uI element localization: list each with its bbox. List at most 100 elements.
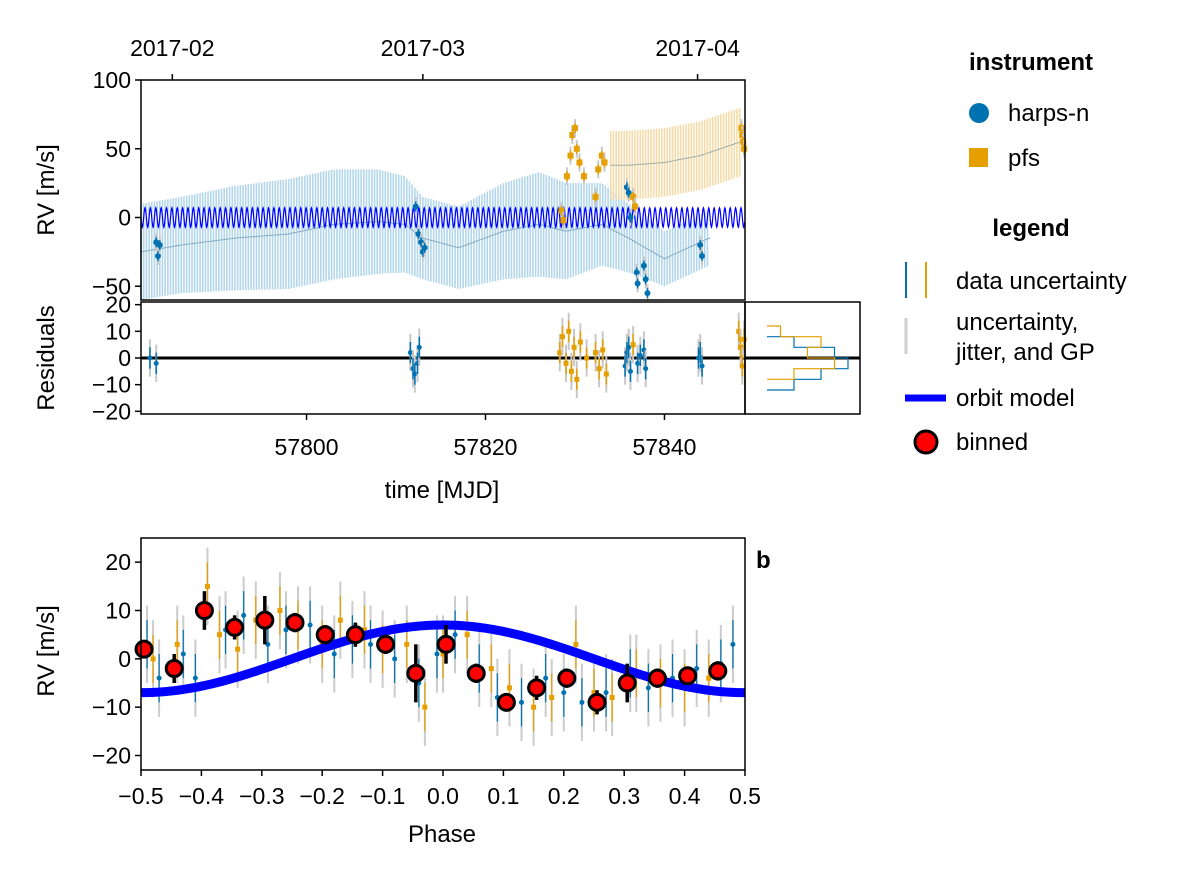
pfs-phase-point <box>440 651 446 657</box>
y-tick-label: 10 <box>105 598 131 624</box>
harps-n-point <box>627 214 634 221</box>
pfs-residual <box>593 350 599 356</box>
harps-n-marker-icon <box>969 103 989 123</box>
legend-data-uncertainty: data uncertainty <box>956 268 1127 295</box>
harps-n-residual <box>407 350 413 356</box>
binned-point <box>496 692 516 712</box>
ylabel-residuals: Residuals <box>33 305 60 410</box>
harps-n-phase-point <box>543 675 549 681</box>
pfs-point <box>567 152 574 159</box>
pfs-point <box>573 145 580 152</box>
orbit-model-curve <box>140 620 746 698</box>
harps-n-phase-point <box>307 622 313 628</box>
ylabel-rv-phase: RV [m/s] <box>33 605 60 697</box>
harps-n-phase-point <box>192 675 198 681</box>
pfs-point <box>558 207 565 214</box>
pfs-point <box>563 173 570 180</box>
gp-mean-line <box>707 237 711 240</box>
pfs-point <box>560 217 567 224</box>
xlabel-phase: Phase <box>408 821 476 848</box>
harps-n-residual <box>627 368 633 374</box>
legend-binned: binned <box>956 429 1028 456</box>
pfs-residual <box>571 344 577 350</box>
pfs-residual <box>577 339 583 345</box>
pfs-phase-point <box>488 666 494 671</box>
pfs-point <box>580 173 587 180</box>
pfs-residual <box>557 350 563 356</box>
pfs-phase-point <box>217 632 223 638</box>
harps-n-phase-point <box>645 685 651 691</box>
x-tick-label: 0.1 <box>487 783 519 809</box>
pfs-residual <box>568 368 574 374</box>
x-tick-label: 0.0 <box>427 783 459 809</box>
harps-n-phase-point <box>603 690 609 696</box>
binned-marker-icon <box>913 429 939 455</box>
binned-point <box>527 678 547 698</box>
binned-point <box>285 613 305 633</box>
y-tick-label: 0 <box>118 205 131 231</box>
binned-point <box>587 692 607 712</box>
harps-n-point <box>156 242 163 248</box>
harps-n-phase-point <box>561 690 567 696</box>
harps-n-residual <box>635 360 641 366</box>
harps-n-phase-point <box>519 699 525 705</box>
harps-n-phase-point <box>368 641 374 647</box>
residuals-histogram-panel <box>744 301 861 415</box>
binned-point <box>376 634 396 654</box>
harps-n-residual <box>637 352 643 358</box>
pfs-point <box>569 132 576 138</box>
harps-n-phase-point <box>265 641 271 647</box>
timeseries-panel: −50 0 50 100 2017-02 2017-03 2017-04 <box>92 35 748 303</box>
harps-n-phase-point <box>156 675 162 681</box>
legend-uncertainty-line1: uncertainty, <box>956 309 1078 336</box>
harps-n-residual <box>699 363 705 369</box>
x-tick-label: 0.5 <box>729 783 761 809</box>
harps-n-point <box>699 253 706 259</box>
pfs-phase-point <box>464 632 470 638</box>
x-tick-label: 0.3 <box>608 783 640 809</box>
pfs-point <box>631 203 638 210</box>
top-date-label: 2017-03 <box>381 35 465 61</box>
planet-label: b <box>756 547 771 574</box>
pfs-point <box>601 159 608 166</box>
y-tick-label: −50 <box>92 273 131 299</box>
binned-point <box>466 663 486 683</box>
pfs-residual <box>600 347 606 353</box>
harps-n-residual <box>147 355 153 361</box>
pfs-residual <box>739 363 745 369</box>
binned-point <box>194 601 214 620</box>
pfs-phase-point <box>150 656 156 662</box>
pfs-phase-point <box>404 641 410 647</box>
legend-instrument-title: instrument <box>969 49 1093 76</box>
pfs-residual <box>566 328 572 334</box>
y-tick-label: −20 <box>92 743 131 769</box>
legend-orbit-model: orbit model <box>956 385 1075 412</box>
harps-n-point <box>421 244 428 251</box>
pfs-point <box>595 166 602 173</box>
histogram-frame <box>744 301 861 415</box>
y-tick-label: 10 <box>105 318 131 344</box>
pfs-phase-point <box>549 695 555 700</box>
harps-n-point <box>633 269 640 276</box>
y-tick-label: 0 <box>118 646 131 672</box>
harps-n-residual <box>643 366 649 372</box>
pfs-residual <box>736 328 742 334</box>
x-tick-label: −0.5 <box>118 783 163 809</box>
pfs-residual <box>584 355 590 361</box>
x-tick-label: −0.3 <box>239 783 284 809</box>
binned-point <box>164 659 184 678</box>
x-tick-label: −0.1 <box>360 783 405 809</box>
binned-point <box>345 625 365 645</box>
phase-panel: −20 −10 0 10 20 −0.5 −0.4 −0.3 −0.2 −0.1 0.0 0.1 0.2… <box>92 537 761 809</box>
pfs-residual <box>603 371 609 377</box>
y-tick-label: −10 <box>92 694 131 720</box>
pfs-residual <box>574 376 580 382</box>
hist-harps-n <box>767 336 849 391</box>
pfs-phase-point <box>591 690 597 696</box>
pfs-point <box>598 152 605 159</box>
pfs-phase-point <box>422 704 428 710</box>
harps-n-point <box>155 253 162 259</box>
harps-n-point <box>634 280 641 287</box>
pfs-point <box>741 145 748 152</box>
